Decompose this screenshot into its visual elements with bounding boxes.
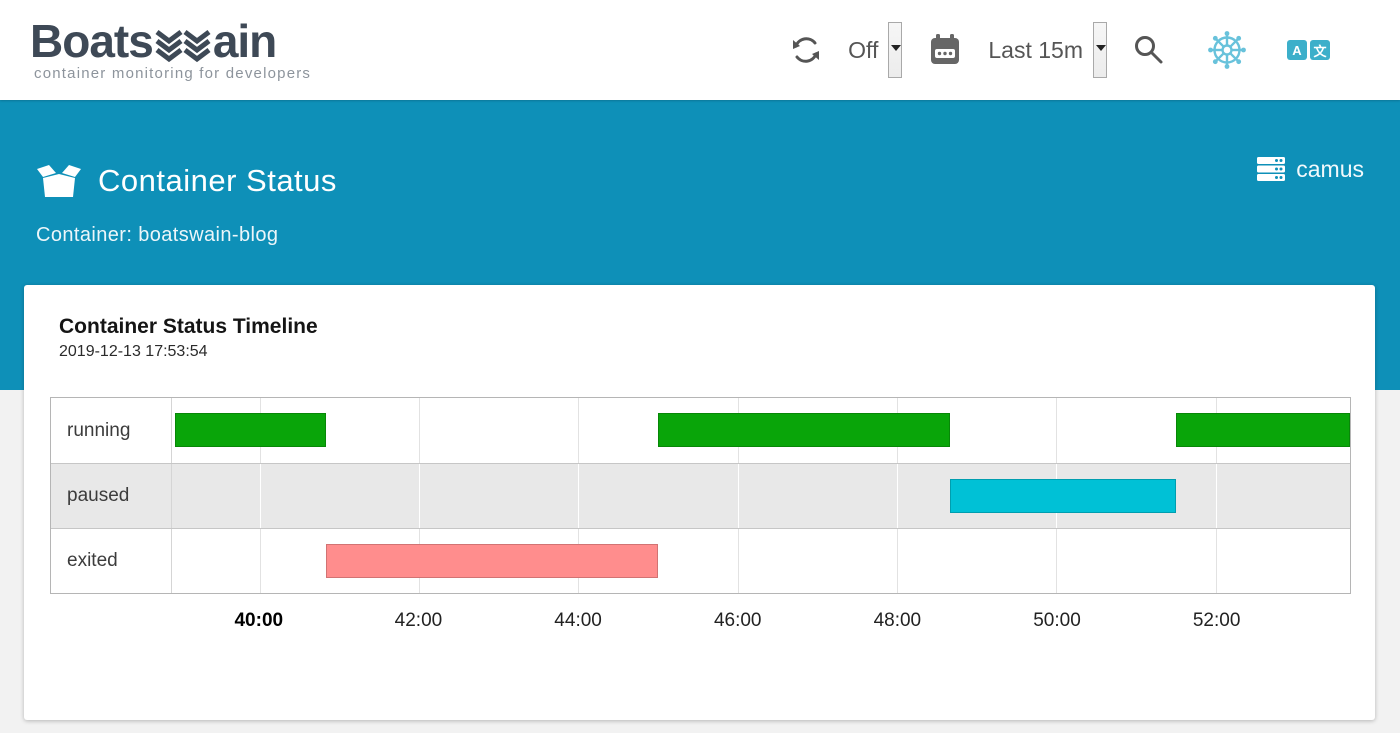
search-icon[interactable]: [1133, 34, 1165, 66]
gridline: [737, 529, 739, 593]
translate-latin-glyph: A: [1287, 40, 1307, 60]
timeline-plot-area: running paused exited: [50, 397, 1351, 594]
gridline: [897, 464, 899, 528]
x-axis-tick: 44:00: [554, 610, 602, 631]
logo-chevron-icon: [155, 30, 211, 63]
host-name: camus: [1296, 155, 1364, 182]
x-axis-tick: 50:00: [1033, 610, 1081, 631]
open-box-icon: [37, 165, 81, 197]
row-plot-exited: [172, 529, 1350, 593]
gridline: [737, 464, 739, 528]
gridline: [419, 398, 421, 463]
timeline-x-axis: 40:00 42:00 44:00 46:00 48:00 50:00 52:00: [171, 594, 1351, 640]
status-bar-running[interactable]: [174, 413, 327, 447]
chart-timestamp: 2019-12-13 17:53:54: [59, 343, 208, 360]
status-bar-paused[interactable]: [950, 479, 1177, 513]
status-bar-running[interactable]: [1176, 413, 1350, 447]
status-bar-exited[interactable]: [326, 544, 659, 578]
gridline: [578, 464, 580, 528]
gridline: [419, 464, 421, 528]
row-label-paused: paused: [51, 464, 172, 528]
kubernetes-helm-icon[interactable]: [1207, 30, 1247, 70]
gridline: [1056, 529, 1058, 593]
refresh-interval-dropdown-arrow[interactable]: [888, 22, 903, 78]
chart-title: Container Status Timeline: [59, 315, 318, 338]
time-range-select[interactable]: Last 15m: [988, 36, 1083, 63]
gridline: [1215, 464, 1217, 528]
row-plot-running: [172, 398, 1350, 463]
calendar-icon[interactable]: [928, 33, 962, 67]
gridline: [897, 529, 899, 593]
gridline: [1056, 398, 1058, 463]
gridline: [259, 464, 261, 528]
gridline: [259, 529, 261, 593]
translate-icon[interactable]: A 文: [1287, 40, 1330, 60]
chart-card: Container Status Timeline 2019-12-13 17:…: [24, 285, 1375, 720]
x-axis-tick: 52:00: [1192, 610, 1241, 631]
logo[interactable]: Boats ain container monitoring for devel…: [30, 18, 311, 82]
row-label-running: running: [51, 398, 172, 463]
timeline-row-paused: paused: [51, 463, 1350, 528]
timeline-row-exited: exited: [51, 528, 1350, 593]
timeline-chart: running paused exited 40:00 42:00 44:00 46:00…: [50, 397, 1351, 640]
row-label-exited: exited: [51, 529, 172, 593]
header-controls: Off Last 15m: [790, 22, 1330, 78]
server-icon: [1257, 157, 1286, 181]
row-plot-paused: [172, 464, 1350, 528]
x-axis-tick: 46:00: [713, 610, 762, 631]
logo-text-before: Boats: [30, 15, 154, 67]
logo-text-after: ain: [212, 15, 277, 67]
host-indicator[interactable]: camus: [1256, 155, 1364, 183]
gridline: [1215, 529, 1217, 593]
refresh-icon[interactable]: [790, 34, 822, 66]
time-range-dropdown-arrow[interactable]: [1093, 22, 1107, 78]
page-title: Container Status: [98, 163, 337, 198]
page-title-row: Container Status: [36, 100, 1364, 200]
x-axis-tick: 48:00: [873, 610, 922, 631]
gridline: [578, 398, 580, 463]
container-subtitle: Container: boatswain-blog: [36, 224, 279, 246]
x-axis-tick: 40:00: [234, 610, 284, 631]
timeline-row-running: running: [51, 398, 1350, 463]
status-bar-running[interactable]: [658, 413, 951, 447]
logo-tagline: container monitoring for developers: [34, 65, 312, 82]
x-axis-tick: 42:00: [394, 610, 443, 631]
app-header: Boats ain container monitoring for devel…: [0, 0, 1400, 100]
refresh-interval-select[interactable]: Off: [848, 36, 879, 63]
translate-cjk-glyph: 文: [1310, 40, 1330, 60]
